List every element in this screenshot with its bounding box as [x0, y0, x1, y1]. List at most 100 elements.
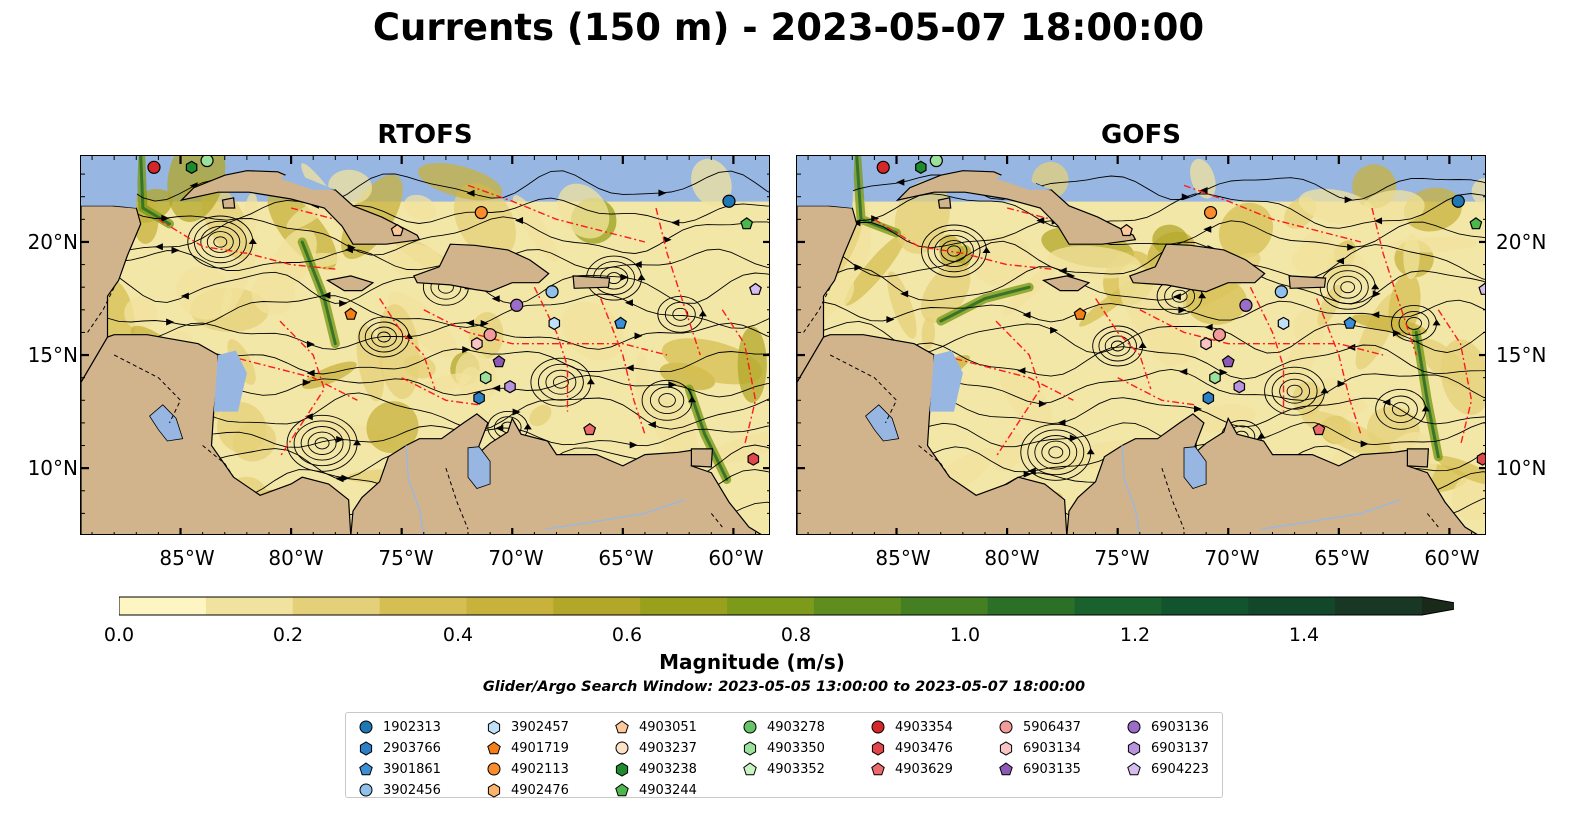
speed-patch — [1362, 190, 1425, 226]
streamline-arrow — [647, 421, 656, 429]
streamline-arrow — [629, 441, 638, 449]
eez-boundary — [1183, 184, 1362, 243]
streamline-arrow — [161, 214, 170, 222]
eddy-contour — [364, 321, 404, 353]
float-marker — [504, 380, 516, 394]
speed-patch — [700, 429, 769, 466]
land — [1041, 275, 1091, 292]
legend-label: 3902456 — [383, 782, 441, 798]
country-border — [710, 513, 723, 528]
float-marker — [749, 282, 762, 295]
circle-marker-icon — [359, 720, 373, 734]
colorbar-bin — [1074, 597, 1162, 615]
streamline-arrow — [466, 189, 475, 197]
speed-patch — [1218, 202, 1274, 259]
lake — [149, 404, 184, 442]
land — [690, 448, 714, 468]
hexagon-marker-icon — [487, 783, 501, 798]
lon-tick-label: 65°W — [1314, 546, 1370, 570]
streamline-arrow — [1347, 343, 1356, 351]
lon-tick-label: 70°W — [1204, 546, 1260, 570]
circle-marker-icon — [743, 720, 757, 734]
streamline-arrow — [491, 295, 500, 303]
map-rtofs[interactable] — [80, 155, 770, 535]
legend-entry: 4903278 — [742, 717, 825, 737]
legend-label: 4903354 — [895, 719, 953, 735]
legend-label: 6903135 — [1023, 761, 1081, 777]
legend-label: 5906437 — [1023, 719, 1081, 735]
speed-patch — [1047, 245, 1141, 279]
legend-label: 4903278 — [767, 719, 825, 735]
streamline-arrow — [658, 189, 667, 197]
streamline-arrow — [1204, 323, 1213, 331]
streamline-arrow — [466, 319, 475, 327]
eez-boundary — [467, 184, 646, 243]
eddy-arrow — [1198, 292, 1207, 299]
float-marker — [200, 156, 214, 168]
float-marker — [1120, 223, 1133, 237]
legend-label: 4903238 — [639, 761, 697, 777]
streamline-arrow — [1219, 368, 1228, 376]
eddy-arrow — [248, 237, 257, 244]
float-marker — [390, 223, 404, 237]
streamline-arrow — [512, 408, 521, 416]
speed-patch — [232, 421, 277, 462]
colorbar-tick-label: 1.4 — [1288, 624, 1320, 646]
strong-current-core — [300, 240, 337, 346]
circle-marker-icon — [615, 741, 629, 755]
speed-patch — [356, 324, 385, 402]
legend-label: 3901861 — [383, 761, 441, 777]
legend-label: 6903136 — [1151, 719, 1209, 735]
float-marker — [344, 307, 358, 320]
streamline-arrow — [620, 273, 629, 281]
eez-boundary — [600, 298, 646, 435]
map-gofs[interactable] — [796, 155, 1486, 535]
eddy-contour — [371, 326, 397, 348]
lon-tick-label: 85°W — [875, 546, 931, 570]
float-marker — [740, 217, 754, 230]
eddy-contour — [537, 363, 584, 401]
eddy-arrow — [353, 439, 362, 446]
colorbar-bin — [1161, 597, 1249, 615]
legend-entry: 4903350 — [742, 738, 825, 758]
colorbar-bin — [900, 597, 989, 615]
speed-patch — [227, 339, 256, 385]
legend-entry: 4903244 — [614, 780, 697, 800]
speed-patch — [242, 192, 258, 243]
lon-tick-label: 85°W — [159, 546, 215, 570]
eddy-contour — [1333, 275, 1362, 299]
eddy-contour — [1271, 372, 1318, 410]
speed-patch — [1292, 308, 1326, 345]
shallow-shelf — [213, 350, 247, 412]
eddy-contour — [664, 301, 696, 327]
legend-entry: 6904223 — [1126, 759, 1209, 779]
legend-entry: 6903136 — [1126, 717, 1209, 737]
colorbar — [119, 596, 1454, 616]
circle-marker-icon — [871, 720, 885, 734]
streamline-arrow — [166, 318, 175, 326]
land — [1406, 448, 1430, 468]
land — [412, 243, 550, 293]
speed-patch — [887, 271, 917, 339]
shallow-shelf — [797, 156, 855, 208]
float-marker — [583, 422, 597, 436]
eez-boundary — [721, 309, 757, 446]
eddy-contour — [193, 220, 247, 264]
streamline-arrow — [633, 261, 642, 268]
eddy-contour — [1034, 435, 1078, 470]
legend-label: 4902113 — [511, 761, 569, 777]
speed-patch — [999, 367, 1053, 430]
hexagon-marker-icon — [615, 762, 629, 777]
streamline-arrow — [1360, 440, 1369, 448]
speed-patch — [1301, 409, 1394, 460]
float-marker — [876, 160, 890, 174]
eddy-contour — [1104, 335, 1131, 357]
streamline-arrow — [1038, 400, 1047, 408]
speed-patch — [417, 163, 503, 201]
colorbar-bin — [205, 597, 294, 615]
float-marker — [471, 337, 483, 351]
strong-current-core — [939, 285, 1031, 323]
streamline-arrow — [154, 243, 163, 251]
float-marker — [483, 328, 497, 342]
land — [572, 275, 611, 289]
